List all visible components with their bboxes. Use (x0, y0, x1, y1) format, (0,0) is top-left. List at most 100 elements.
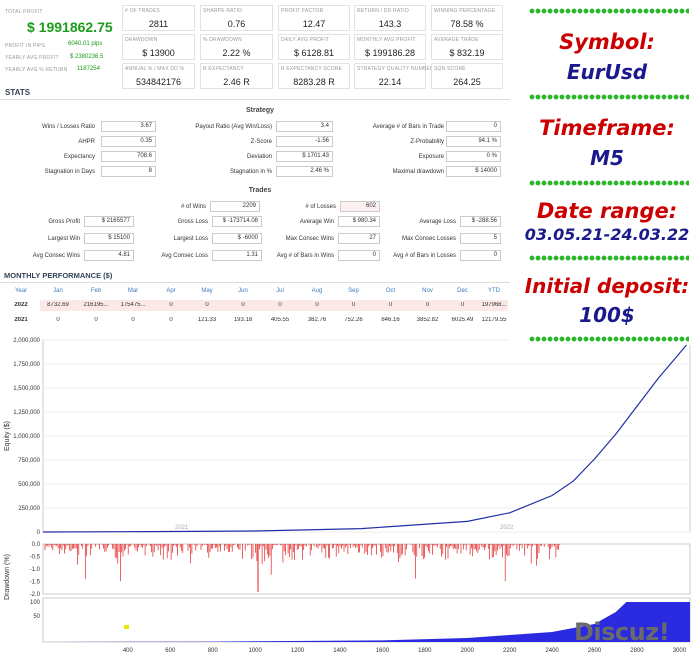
summary-cell-value: $ 6128.81 (293, 48, 335, 58)
deposit-value: 100$ (579, 303, 635, 327)
x-tick-label: 400 (123, 648, 134, 654)
summary-cell-value: 143.3 (378, 19, 402, 29)
monthly-cell: 0 (388, 302, 393, 308)
summary-cell-label: DRAWDOWN (125, 37, 158, 43)
drawdown-tick-label: -0.5 (30, 555, 41, 561)
trade-stat-label: Max Consec Wins (285, 236, 334, 242)
month-header: YTD (488, 288, 500, 294)
trade-stat-value: 27 (338, 233, 380, 244)
exposure-area (43, 602, 690, 642)
trade-stat-value: $ -6000 (212, 233, 262, 244)
equity-curve (42, 340, 691, 533)
x-tick-label: 1200 (291, 648, 305, 654)
strategy-stat-value: 3.67 (101, 121, 156, 132)
month-header: Apr (166, 288, 176, 294)
strategy-title: Strategy (245, 107, 274, 114)
chain-divider-1 (529, 8, 689, 14)
summary-cell: ANNUAL % / MAX DD % 534842176 (122, 63, 195, 89)
summary-cell: WINNING PERCENTAGE 78.58 % (431, 5, 503, 31)
trade-stat-value: $ -288.56 (460, 216, 501, 227)
symbol-label: Symbol: (559, 30, 655, 54)
summary-cell-value: 8283.28 R (293, 77, 335, 87)
yearly-ret-value: 1187254 (77, 66, 100, 72)
summary-cell-value: 2.22 % (222, 48, 251, 58)
trade-stat-label: Gross Loss (177, 219, 208, 225)
summary-cell-value: $ 13900 (142, 48, 175, 58)
chain-divider-4 (529, 255, 689, 261)
strategy-stat-value: 94.1 % (446, 136, 501, 147)
summary-cell: AVERAGE TRADE $ 832.19 (431, 34, 503, 60)
stats-header-bar: STATS (0, 85, 510, 100)
monthly-cell: 752.26 (344, 317, 363, 323)
monthly-cell: 12179.55 (481, 317, 507, 323)
summary-cell: MONTHLY AVG PROFIT $ 199186.28 (354, 34, 426, 60)
num-wins-value: 2209 (210, 201, 260, 212)
monthly-year: 2022 (14, 302, 28, 308)
summary-cell: STRATEGY QUALITY NUMBER 22.14 (354, 63, 434, 89)
month-header: Jun (238, 288, 248, 294)
monthly-cell: 0 (460, 302, 465, 308)
month-header: Oct (385, 288, 396, 294)
strategy-stat-value: 0 % (446, 151, 501, 162)
strategy-stat-label: Stagnation in Days (44, 169, 95, 175)
monthly-cell: 0 (351, 302, 356, 308)
trade-stat-label: Avg Consec Loss (161, 253, 208, 259)
x-tick-label: 1400 (333, 648, 347, 654)
summary-cell-label: RETURN / DD RATIO (357, 8, 409, 14)
timeframe-value: M5 (590, 146, 624, 170)
strategy-stat-value: 2.46 % (276, 166, 333, 177)
x-tick-label: 1800 (418, 648, 432, 654)
summary-cell-label: WINNING PERCENTAGE (434, 8, 496, 14)
chain-divider-3 (529, 180, 689, 186)
monthly-cell: 382.76 (307, 317, 327, 323)
summary-cell-label: DAILY AVG PROFIT (281, 37, 330, 43)
summary-cell-value: 264.25 (453, 77, 481, 87)
monthly-cell: 121.33 (197, 317, 217, 323)
exposure-tick-label: 100 (30, 600, 41, 606)
equity-tick-label: 250,000 (18, 506, 40, 512)
summary-cell-label: % DRAWDOWN (203, 37, 242, 43)
equity-tick-label: 2,000,000 (13, 338, 40, 344)
summary-cell-value: $ 199186.28 (364, 48, 416, 58)
summary-cell-label: PROFIT FACTOR (281, 8, 324, 14)
summary-cell-value: $ 832.19 (449, 48, 485, 58)
x-tick-label: 2600 (588, 648, 602, 654)
summary-cell-value: 22.14 (378, 77, 402, 87)
equity-tick-label: 1,000,000 (13, 434, 40, 440)
monthly-cell: 216195... (83, 302, 109, 308)
monthly-cell: 175475... (120, 302, 146, 308)
trade-stat-label: Avg # of Bars in Losses (393, 253, 456, 259)
strategy-stat-value: $ 14000 (446, 166, 501, 177)
summary-cell-label: R EXPECTANCY (203, 66, 244, 72)
discuz-watermark: Discuz! (574, 618, 670, 646)
monthly-cell: 6025.49 (451, 317, 474, 323)
yearly-avg-value: $ 2380236.5 (70, 54, 104, 60)
equity-tick-label: 500,000 (18, 482, 40, 488)
summary-cell: DRAWDOWN $ 13900 (122, 34, 195, 60)
summary-cell-label: AVERAGE TRADE (434, 37, 479, 43)
equity-chart: 2,000,000 1,750,000 1,500,000 1,250,000 1,00… (0, 332, 697, 660)
month-header: Dec (457, 288, 468, 294)
equity-year-label: 2021 (175, 525, 189, 531)
monthly-cell: 8732.69 (47, 302, 69, 308)
strategy-stat-value: 708.6 (101, 151, 156, 162)
drawdown-plot-area (42, 543, 691, 595)
monthly-cell: 0 (241, 302, 245, 308)
monthly-cell: 0 (278, 302, 282, 308)
month-header: Mar (127, 288, 139, 294)
drawdown-tick-label: 0.0 (32, 542, 41, 548)
strategy-stat-label: Maximal drawdown (392, 169, 444, 175)
trade-stat-value: 0 (460, 250, 501, 261)
chart-svg: 2,000,000 1,750,000 1,500,000 1,250,000 1,00… (4, 338, 691, 654)
strategy-stat-value: $ 1701.43 (276, 151, 333, 162)
trade-stat-value: 4.81 (84, 250, 134, 261)
equity-tick-label: 1,250,000 (13, 410, 40, 416)
summary-cell-label: # OF TRADES (125, 8, 160, 14)
equity-year-label: 2022 (500, 525, 514, 531)
deposit-label: Initial deposit: (524, 274, 690, 298)
trade-stat-label: Gross Profit (48, 219, 80, 225)
month-header: May (201, 288, 213, 294)
monthly-cell: 0 (425, 302, 430, 308)
drawdown-tick-label: -1.0 (30, 567, 41, 573)
strategy-stat-label: Payout Ratio (Avg Win/Loss) (195, 124, 272, 130)
